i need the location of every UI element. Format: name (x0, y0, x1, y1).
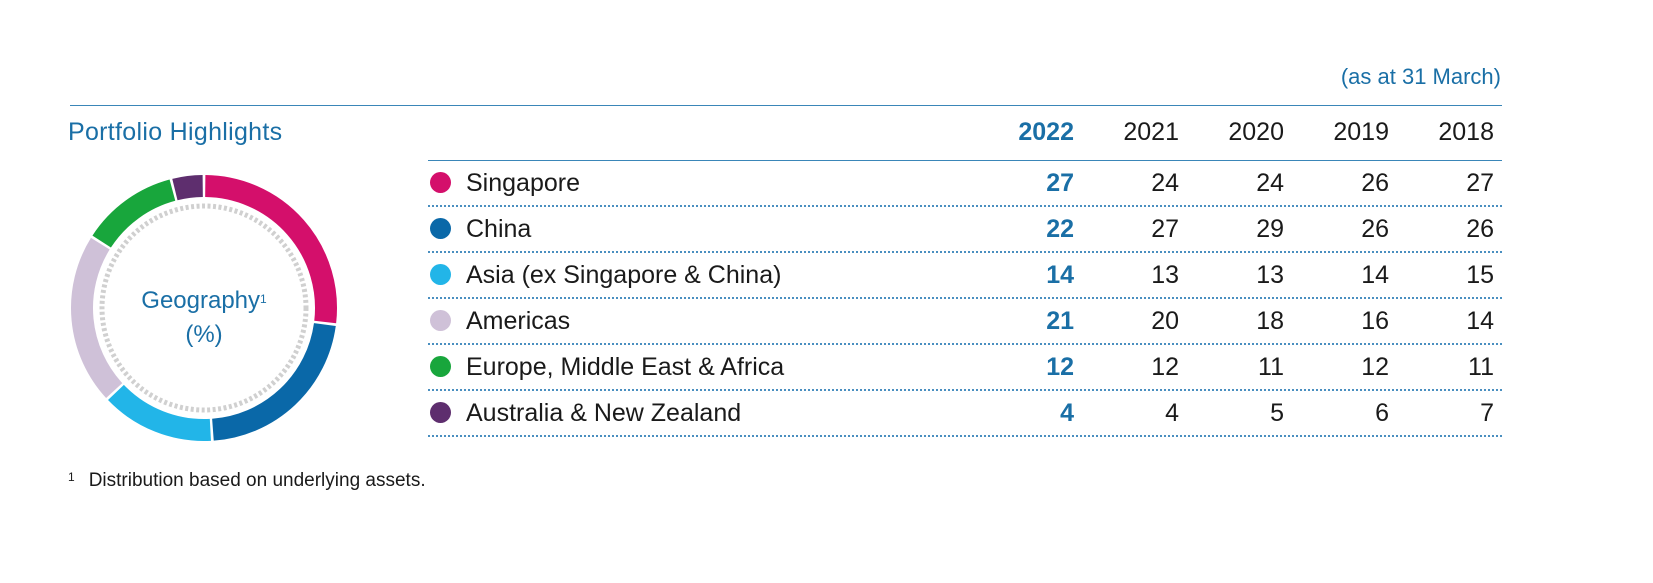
cell-value: 24 (1151, 169, 1179, 197)
region-name: Asia (ex Singapore & China) (466, 261, 782, 289)
donut-slice-4 (92, 179, 176, 248)
geography-donut-chart (71, 175, 337, 441)
table-row: China 22 27 29 26 26 (428, 207, 1502, 253)
legend-swatch (430, 310, 451, 331)
cell-value: 14 (1466, 307, 1494, 335)
cell-value: 11 (1468, 353, 1494, 381)
cell-value: 26 (1466, 215, 1494, 243)
donut-slice-5 (172, 175, 204, 201)
cell-value: 27 (1046, 169, 1074, 197)
footnote-text: Distribution based on underlying assets. (88, 470, 426, 491)
cell-value: 14 (1046, 261, 1074, 289)
donut-slice-3 (71, 237, 123, 399)
table-row: Singapore 27 24 24 26 27 (428, 161, 1502, 207)
region-name: China (466, 215, 532, 243)
cell-value: 11 (1258, 353, 1284, 381)
donut-inner-dotted-ring (99, 203, 309, 413)
year-header-2: 2020 (1228, 118, 1284, 146)
legend-swatch (430, 402, 451, 423)
donut-label-footnote-marker: 1 (260, 292, 267, 306)
year-header-3: 2019 (1333, 118, 1389, 146)
cell-value: 18 (1256, 307, 1284, 335)
donut-slice-0 (204, 175, 337, 324)
table-row: Americas 21 20 18 16 14 (428, 299, 1502, 345)
table-row: Asia (ex Singapore & China) 14 13 13 14 15 (428, 253, 1502, 299)
table-header-row: 2022 2021 2020 2019 2018 (428, 112, 1502, 161)
region-name: Singapore (466, 169, 580, 197)
as-at-date: (as at 31 March) (1340, 64, 1501, 89)
legend-swatch (430, 172, 451, 193)
footnote-marker: 1 (68, 470, 75, 484)
cell-value: 21 (1046, 307, 1074, 335)
region-name: Americas (466, 307, 571, 335)
cell-value: 4 (1060, 399, 1074, 427)
cell-value: 5 (1270, 399, 1284, 427)
table-row: Europe, Middle East & Africa 12 12 11 12 11 (428, 345, 1502, 391)
cell-value: 14 (1361, 261, 1389, 289)
legend-swatch (430, 264, 451, 285)
cell-value: 22 (1046, 215, 1074, 243)
footnote: 1 Distribution based on underlying assets… (68, 470, 426, 492)
cell-value: 13 (1151, 261, 1179, 289)
cell-value: 16 (1361, 307, 1389, 335)
cell-value: 7 (1480, 399, 1494, 427)
top-rule (70, 105, 1502, 106)
cell-value: 26 (1361, 215, 1389, 243)
region-name: Europe, Middle East & Africa (466, 353, 785, 381)
year-header-1: 2021 (1123, 118, 1179, 146)
cell-value: 29 (1256, 215, 1284, 243)
geography-table: 2022 2021 2020 2019 2018 Singapore 27 24 24 26 27… (428, 112, 1502, 437)
cell-value: 26 (1361, 169, 1389, 197)
donut-slice-2 (108, 384, 211, 441)
cell-value: 27 (1466, 169, 1494, 197)
region-name: Australia & New Zealand (466, 399, 742, 427)
cell-value: 27 (1151, 215, 1179, 243)
donut-label-unit: (%) (185, 321, 223, 348)
cell-value: 20 (1151, 307, 1179, 335)
legend-swatch (430, 218, 451, 239)
donut-center-label: Geography1 (%) (68, 284, 340, 352)
cell-value: 4 (1165, 399, 1179, 427)
cell-value: 12 (1361, 353, 1389, 381)
donut-slice-1 (211, 322, 336, 441)
cell-value: 12 (1151, 353, 1179, 381)
cell-value: 12 (1046, 353, 1074, 381)
donut-label-title: Geography (141, 287, 261, 314)
cell-value: 13 (1256, 261, 1284, 289)
cell-value: 6 (1375, 399, 1389, 427)
table-row: Australia & New Zealand 4 4 5 6 7 (428, 391, 1502, 437)
cell-value: 15 (1466, 261, 1494, 289)
year-header-4: 2018 (1438, 118, 1494, 146)
year-header-0: 2022 (1018, 118, 1074, 146)
section-title: Portfolio Highlights (68, 118, 283, 146)
cell-value: 24 (1256, 169, 1284, 197)
legend-swatch (430, 356, 451, 377)
